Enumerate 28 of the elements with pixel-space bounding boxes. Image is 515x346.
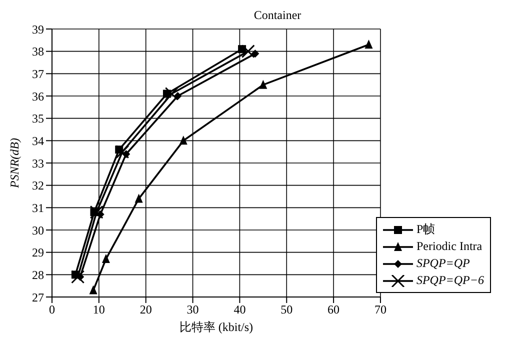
- y-tick-label: 28: [32, 268, 44, 282]
- y-tick-label: 36: [32, 89, 44, 104]
- y-tick-label: 29: [32, 246, 44, 260]
- y-tick-label: 35: [32, 112, 44, 126]
- x-tick-label: 70: [374, 302, 386, 317]
- chart-title: Container: [252, 8, 302, 23]
- x-tick-label: 40: [234, 302, 246, 317]
- x-tick-label: 10: [92, 302, 105, 317]
- y-tick-label: 33: [32, 156, 44, 170]
- legend-label: SPQP=QP: [416, 256, 470, 271]
- x-tick-label: 50: [280, 302, 293, 317]
- x-tick-label: 20: [140, 302, 152, 317]
- legend-label: P帧: [416, 221, 436, 238]
- legend-label: Periodic Intra: [416, 239, 482, 254]
- x-axis-title: 比特率 (kbit/s): [179, 320, 254, 334]
- y-tick-label: 39: [32, 22, 44, 36]
- y-tick-label: 32: [32, 178, 44, 193]
- y-axis-title: PSNR(dB): [7, 138, 22, 189]
- y-tick-label: 31: [32, 200, 44, 215]
- y-tick-label: 27: [32, 290, 44, 304]
- x-tick-label: 0: [49, 302, 55, 317]
- y-tick-label: 30: [32, 223, 44, 238]
- x-tick-label: 30: [186, 302, 199, 317]
- legend-label: SPQP=QP−6: [416, 273, 484, 288]
- y-tick-label: 38: [32, 44, 44, 59]
- y-tick-label: 34: [32, 134, 44, 148]
- y-tick-label: 37: [32, 66, 44, 81]
- x-tick-label: 60: [328, 302, 340, 317]
